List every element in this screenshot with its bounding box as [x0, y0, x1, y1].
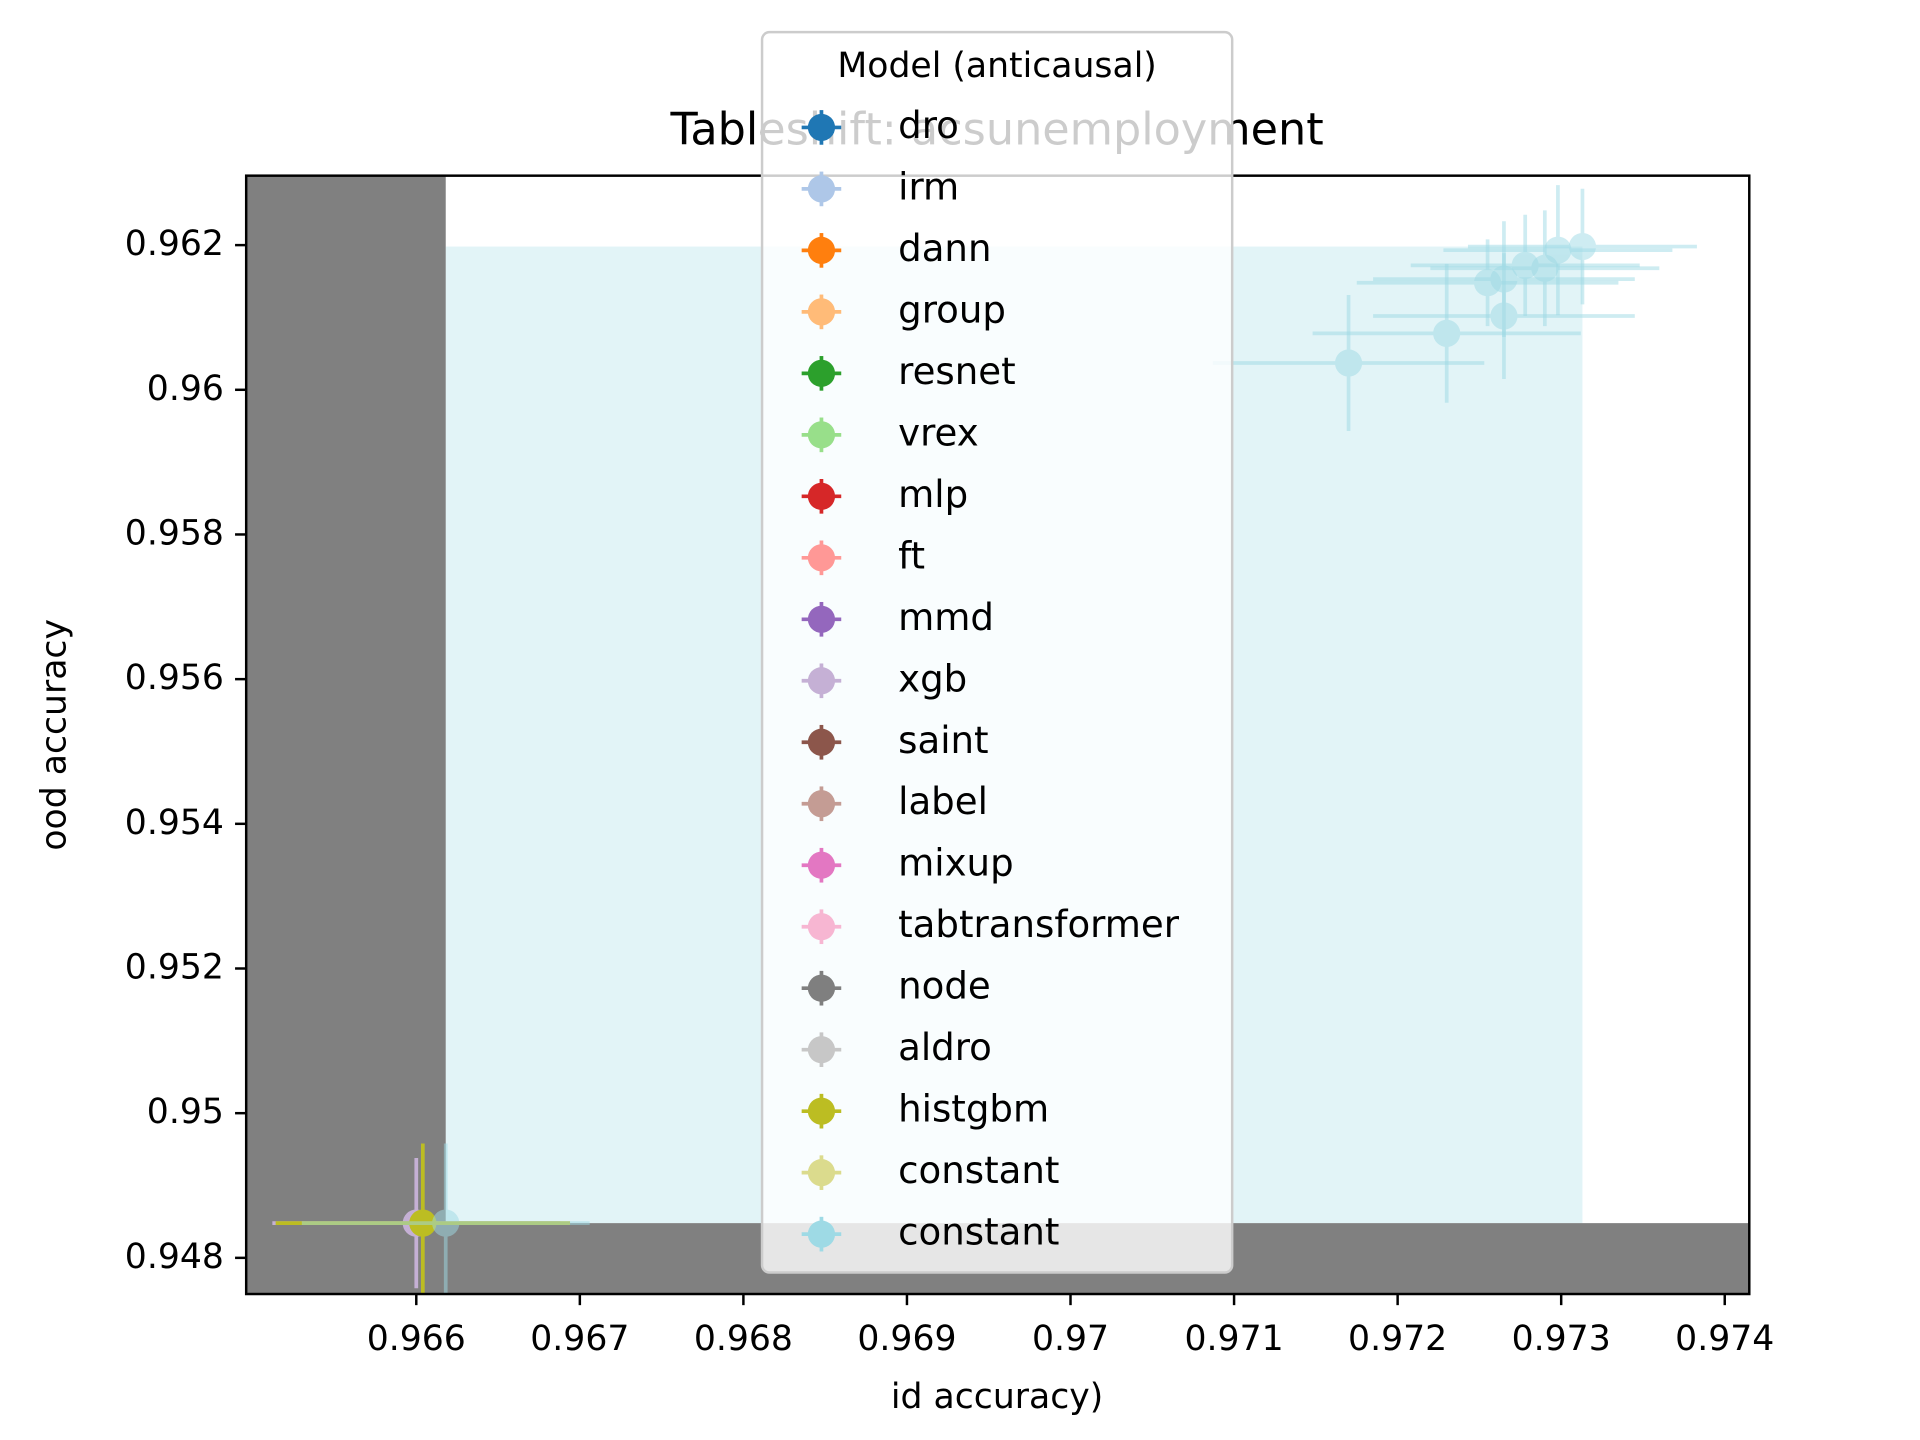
- legend-marker: [807, 1159, 836, 1187]
- x-tick-label: 0.97: [1032, 1319, 1109, 1359]
- legend-label: constant: [898, 1211, 1059, 1254]
- x-tick-label: 0.967: [530, 1319, 629, 1359]
- baseline-region: [246, 175, 446, 1295]
- y-tick-label: 0.95: [147, 1092, 224, 1132]
- legend-marker: [807, 667, 836, 695]
- legend-label: xgb: [898, 657, 967, 700]
- point-group: [1467, 188, 1697, 305]
- legend-marker: [807, 1036, 836, 1064]
- y-tick-label: 0.96: [147, 369, 224, 409]
- y-tick-label: 0.948: [125, 1237, 224, 1277]
- legend-label: mmd: [898, 596, 994, 639]
- y-tick-label: 0.956: [125, 658, 224, 698]
- legend-marker: [807, 175, 836, 203]
- legend-label: mixup: [898, 842, 1013, 885]
- y-axis-label: ood accuracy: [35, 619, 75, 851]
- legend-marker: [807, 544, 836, 572]
- legend-label: mlp: [898, 473, 968, 516]
- legend-label: dro: [898, 104, 959, 147]
- y-tick-label: 0.952: [125, 947, 224, 987]
- point: [1490, 265, 1518, 293]
- legend-marker: [807, 1097, 836, 1125]
- point-group: [1312, 263, 1581, 403]
- point: [1544, 236, 1572, 264]
- legend-box: [760, 30, 1234, 1274]
- legend-label: constant: [898, 1149, 1059, 1192]
- x-tick-label: 0.973: [1512, 1319, 1611, 1359]
- legend-label: irm: [898, 165, 959, 208]
- legend-label: dann: [898, 227, 991, 270]
- point: [1433, 319, 1461, 347]
- legend-label: histgbm: [898, 1088, 1049, 1131]
- legend-label: ft: [898, 534, 925, 577]
- legend-marker: [807, 1220, 836, 1248]
- y-tick-label: 0.954: [125, 803, 224, 843]
- legend-marker: [807, 236, 836, 264]
- legend-title: Model (anticausal): [837, 46, 1156, 86]
- point: [1568, 232, 1597, 261]
- x-tick-label: 0.974: [1675, 1319, 1774, 1359]
- x-tick-label: 0.969: [857, 1319, 956, 1359]
- point: [432, 1209, 460, 1237]
- x-tick-label: 0.972: [1348, 1319, 1447, 1359]
- legend-label: tabtransformer: [898, 903, 1180, 946]
- legend-label: group: [898, 288, 1006, 331]
- point-group: [1212, 295, 1485, 432]
- legend-label: vrex: [898, 411, 979, 454]
- y-tick-label: 0.962: [125, 224, 224, 264]
- legend-marker: [807, 728, 836, 756]
- x-tick-label: 0.971: [1185, 1319, 1284, 1359]
- legend-label: node: [898, 965, 991, 1008]
- y-tick-label: 0.958: [125, 513, 224, 553]
- legend-marker: [807, 298, 836, 326]
- legend-marker: [807, 359, 836, 387]
- legend-label: label: [898, 780, 988, 823]
- legend-label: resnet: [898, 350, 1016, 393]
- legend-marker: [807, 605, 836, 633]
- point-group: [1443, 185, 1673, 316]
- legend-marker: [807, 913, 836, 941]
- legend-label: aldro: [898, 1026, 992, 1069]
- x-axis-label: id accuracy): [891, 1377, 1103, 1417]
- legend-marker: [807, 790, 836, 818]
- point-group: [301, 1143, 590, 1295]
- x-tick-label: 0.966: [367, 1319, 466, 1359]
- legend-marker: [807, 851, 836, 879]
- legend-marker: [807, 482, 836, 510]
- point: [1334, 349, 1363, 377]
- x-tick-label: 0.968: [694, 1319, 793, 1359]
- point-group: [1373, 221, 1635, 337]
- legend-marker: [807, 974, 836, 1002]
- legend-label: saint: [898, 719, 988, 762]
- legend-marker: [807, 421, 836, 449]
- legend-marker: [807, 113, 836, 142]
- legend: Model (anticausal) dro irm dann group resnet v…: [760, 30, 1234, 1274]
